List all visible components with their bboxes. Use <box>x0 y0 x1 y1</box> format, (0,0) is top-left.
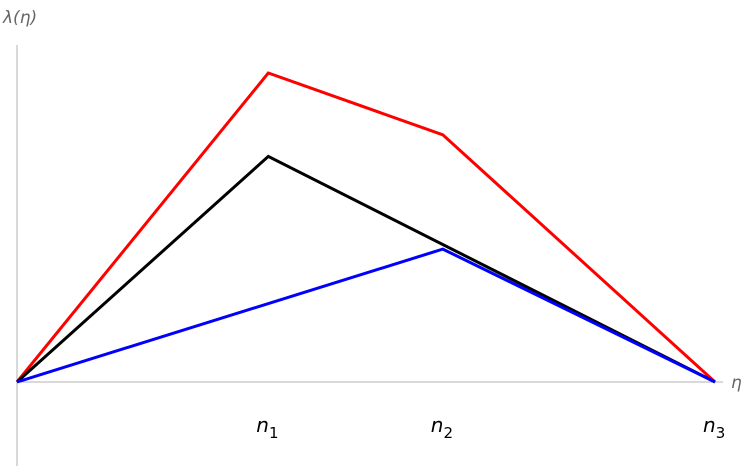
series-layer <box>15 71 717 384</box>
x-tick-label-base: n <box>703 413 716 437</box>
x-tick-label-1: n1 <box>256 413 278 442</box>
series-line-2 <box>15 154 716 384</box>
x-tick-label-subscript: 3 <box>716 424 726 442</box>
x-tick-label-2: n2 <box>431 413 453 442</box>
x-tick-label-subscript: 2 <box>443 424 453 442</box>
x-tick-label-base: n <box>431 413 444 437</box>
series-line-1 <box>15 71 717 384</box>
x-tick-labels: n1 n2 n3 <box>256 413 725 442</box>
x-tick-label-subscript: 1 <box>269 424 279 442</box>
x-axis-label: η <box>731 373 742 393</box>
x-tick-label-3: n3 <box>703 413 725 442</box>
series-line-3 <box>16 247 716 384</box>
y-axis-label: λ(η) <box>2 8 37 28</box>
x-tick-label-base: n <box>256 413 269 437</box>
